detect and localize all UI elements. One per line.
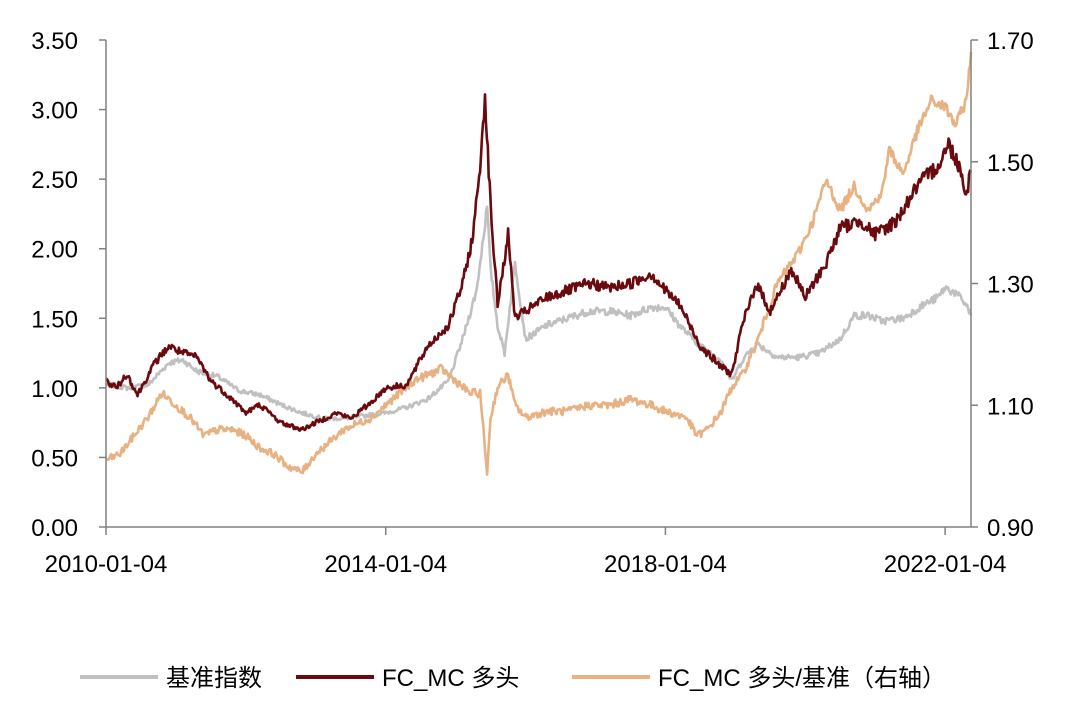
right-y-tick-label: 1.70 [987, 28, 1034, 55]
right-y-tick-label: 1.30 [987, 272, 1034, 299]
x-tick-label: 2014-01-04 [324, 551, 447, 578]
legend-item-fcmc-ratio: FC_MC 多头/基准（右轴） [572, 665, 946, 692]
series-fcmc-ratio-line [105, 52, 973, 476]
x-tick-label: 2018-01-04 [604, 551, 727, 578]
legend-label-fcmc-long: FC_MC 多头 [382, 665, 519, 692]
left-y-tick-label: 0.00 [31, 515, 78, 542]
x-tick-label: 2022-01-04 [884, 551, 1007, 578]
left-y-tick-label: 3.50 [31, 28, 78, 55]
left-y-tick-label: 3.00 [31, 98, 78, 125]
left-y-tick-label: 2.50 [31, 167, 78, 194]
legend: 基准指数 FC_MC 多头 FC_MC 多头/基准（右轴） [80, 665, 946, 692]
legend-item-benchmark: 基准指数 [80, 665, 262, 692]
left-y-tick-label: 1.50 [31, 306, 78, 333]
axes-layer: 0.00 0.50 1.00 1.50 2.00 2.50 3.00 3.50 0.90 1.10… [31, 28, 1033, 578]
right-y-tick-label: 0.90 [987, 515, 1034, 542]
series-fcmc-long-line [105, 93, 973, 432]
left-y-tick-label: 2.00 [31, 237, 78, 264]
left-y-tick-label: 1.00 [31, 376, 78, 403]
legend-label-benchmark: 基准指数 [166, 665, 262, 692]
left-y-tick-label: 0.50 [31, 445, 78, 472]
legend-label-fcmc-ratio: FC_MC 多头/基准（右轴） [658, 665, 946, 692]
x-tick-label: 2010-01-04 [45, 551, 168, 578]
legend-item-fcmc-long: FC_MC 多头 [296, 665, 519, 692]
right-y-tick-label: 1.10 [987, 393, 1034, 420]
series-benchmark-line [104, 205, 973, 422]
series-layer [104, 52, 973, 476]
right-y-tick-label: 1.50 [987, 150, 1034, 177]
